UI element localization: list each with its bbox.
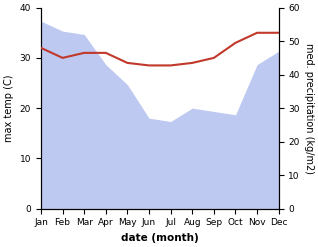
X-axis label: date (month): date (month): [121, 233, 199, 243]
Y-axis label: med. precipitation (kg/m2): med. precipitation (kg/m2): [304, 43, 314, 174]
Y-axis label: max temp (C): max temp (C): [4, 74, 14, 142]
